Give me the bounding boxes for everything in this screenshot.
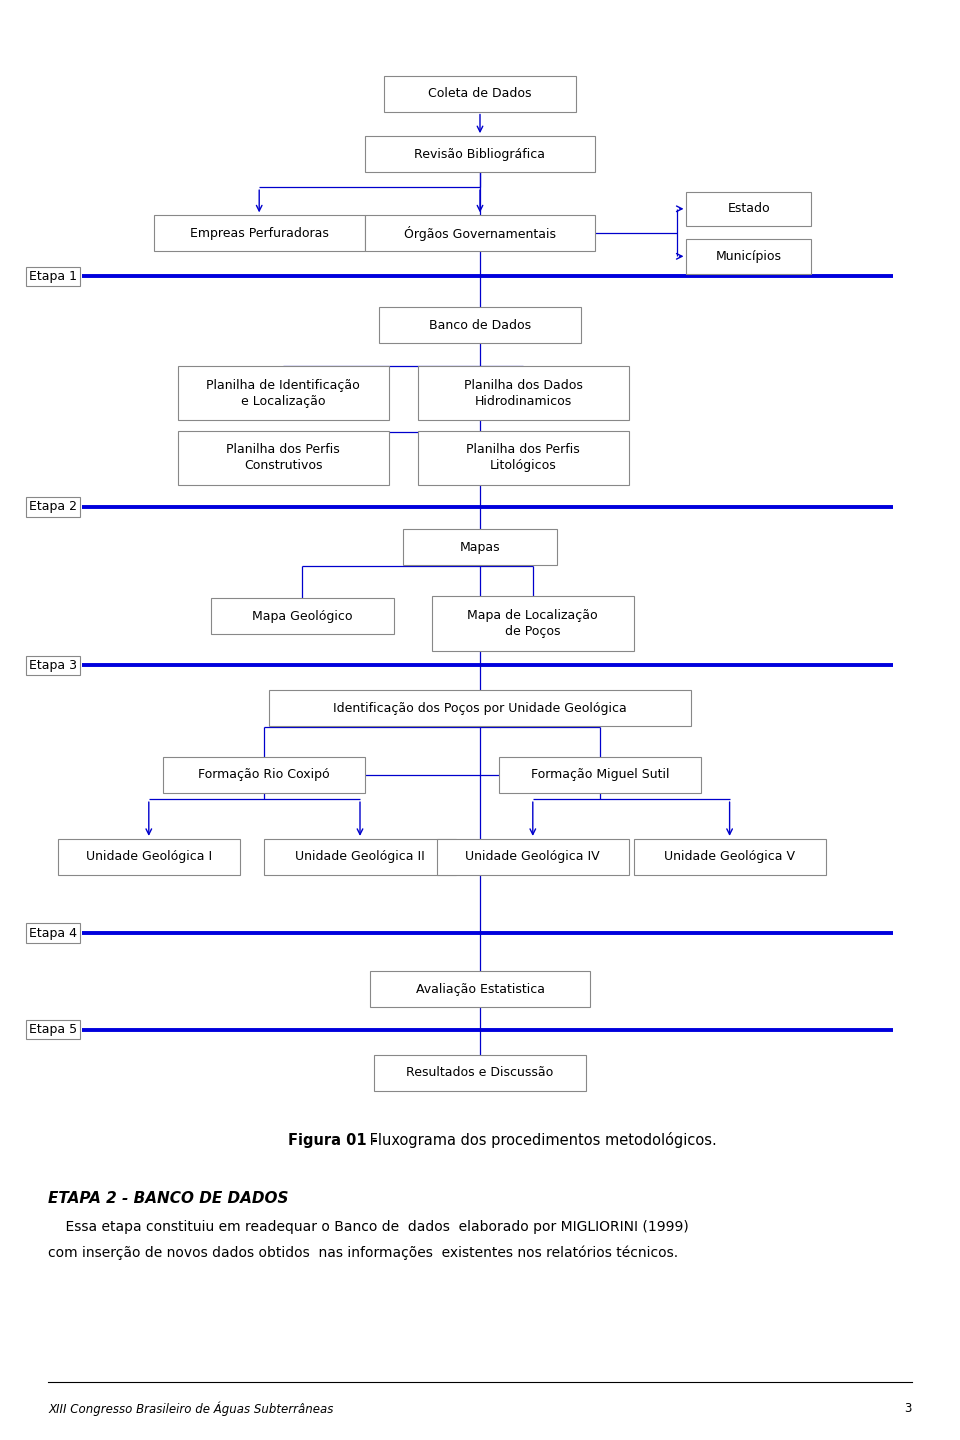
Text: Mapas: Mapas [460, 540, 500, 554]
FancyBboxPatch shape [365, 215, 595, 251]
Text: Planilha dos Perfis
Construtivos: Planilha dos Perfis Construtivos [227, 444, 340, 472]
Text: Planilha dos Dados
Hidrodinamicos: Planilha dos Dados Hidrodinamicos [464, 379, 583, 408]
FancyBboxPatch shape [269, 691, 691, 726]
Text: XIII Congresso Brasileiro de Águas Subterrâneas: XIII Congresso Brasileiro de Águas Subte… [48, 1401, 333, 1416]
Text: Figura 01 -: Figura 01 - [288, 1133, 377, 1148]
Text: Planilha dos Perfis
Litológicos: Planilha dos Perfis Litológicos [467, 444, 580, 472]
FancyBboxPatch shape [437, 838, 629, 874]
Text: 3: 3 [904, 1401, 912, 1416]
FancyBboxPatch shape [58, 838, 240, 874]
Text: Unidade Geológica V: Unidade Geológica V [664, 850, 795, 864]
FancyBboxPatch shape [499, 756, 701, 792]
Text: Unidade Geológica IV: Unidade Geológica IV [466, 850, 600, 864]
FancyBboxPatch shape [154, 215, 365, 251]
Text: Etapa 3: Etapa 3 [29, 658, 77, 672]
FancyBboxPatch shape [418, 366, 629, 420]
FancyBboxPatch shape [634, 838, 826, 874]
Text: Formação Rio Coxipó: Formação Rio Coxipó [198, 768, 330, 782]
Text: Etapa 5: Etapa 5 [29, 1022, 77, 1037]
FancyBboxPatch shape [384, 75, 576, 111]
Text: Fluxograma dos procedimentos metodológicos.: Fluxograma dos procedimentos metodológic… [365, 1132, 716, 1149]
Text: Resultados e Discussão: Resultados e Discussão [406, 1066, 554, 1080]
FancyBboxPatch shape [178, 431, 389, 485]
Text: Etapa 2: Etapa 2 [29, 500, 77, 514]
FancyBboxPatch shape [374, 1054, 586, 1092]
FancyBboxPatch shape [403, 528, 557, 564]
Text: Avaliação Estatistica: Avaliação Estatistica [416, 982, 544, 996]
Text: Essa etapa constituiu em readequar o Banco de  dados  elaborado por MIGLIORINI (: Essa etapa constituiu em readequar o Ban… [48, 1220, 688, 1234]
Text: Mapa Geológico: Mapa Geológico [252, 609, 352, 624]
Text: Órgãos Governamentais: Órgãos Governamentais [404, 226, 556, 240]
Text: Unidade Geológica II: Unidade Geológica II [295, 850, 425, 864]
FancyBboxPatch shape [264, 838, 456, 874]
Text: Etapa 1: Etapa 1 [29, 269, 77, 284]
Text: Unidade Geológica I: Unidade Geológica I [85, 850, 212, 864]
Text: Etapa 4: Etapa 4 [29, 926, 77, 940]
FancyBboxPatch shape [379, 307, 581, 343]
FancyBboxPatch shape [178, 366, 389, 420]
FancyBboxPatch shape [418, 431, 629, 485]
FancyBboxPatch shape [163, 756, 365, 792]
FancyBboxPatch shape [686, 239, 811, 274]
Text: Municípios: Municípios [716, 249, 781, 264]
FancyBboxPatch shape [365, 135, 595, 171]
Text: Estado: Estado [728, 202, 770, 216]
Text: Identificação dos Poços por Unidade Geológica: Identificação dos Poços por Unidade Geol… [333, 701, 627, 716]
Text: Empreas Perfuradoras: Empreas Perfuradoras [190, 226, 328, 240]
Text: Coleta de Dados: Coleta de Dados [428, 86, 532, 101]
Text: Planilha de Identificação
e Localização: Planilha de Identificação e Localização [206, 379, 360, 408]
Text: com inserção de novos dados obtidos  nas informações  existentes nos relatórios : com inserção de novos dados obtidos nas … [48, 1246, 678, 1260]
FancyBboxPatch shape [432, 596, 634, 651]
Text: Banco de Dados: Banco de Dados [429, 318, 531, 333]
FancyBboxPatch shape [211, 599, 394, 634]
FancyBboxPatch shape [370, 971, 590, 1008]
FancyBboxPatch shape [686, 192, 811, 226]
Text: ETAPA 2 - BANCO DE DADOS: ETAPA 2 - BANCO DE DADOS [48, 1191, 289, 1205]
Text: Formação Miguel Sutil: Formação Miguel Sutil [531, 768, 669, 782]
Text: Revisão Bibliográfica: Revisão Bibliográfica [415, 147, 545, 161]
Text: Mapa de Localização
de Poços: Mapa de Localização de Poços [468, 609, 598, 638]
